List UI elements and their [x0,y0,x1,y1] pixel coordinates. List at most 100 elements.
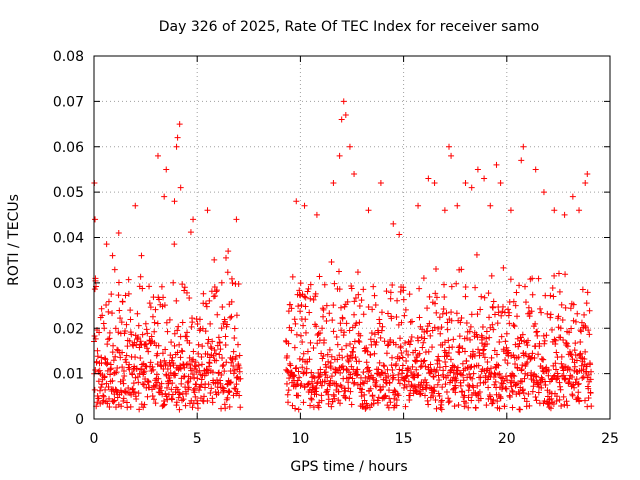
data-point [381,363,388,370]
data-point [401,312,408,319]
data-point [302,294,309,301]
data-point [161,357,168,364]
data-point [578,328,585,335]
data-point [581,397,588,404]
data-point [305,285,312,292]
data-point [198,353,205,360]
data-point [562,375,569,382]
data-point [389,366,396,373]
data-point [226,379,233,386]
data-point [194,405,201,412]
data-point [154,320,161,327]
data-point [190,356,197,363]
data-point [159,391,166,398]
data-point [285,399,292,406]
data-point [360,311,367,318]
data-point [139,381,146,388]
data-point [128,331,135,338]
data-point [465,394,472,401]
data-point [544,393,551,400]
data-point [534,332,541,339]
data-point [223,359,230,366]
data-point [396,366,403,373]
data-point [236,368,243,375]
data-point [106,395,113,402]
data-point [440,306,447,313]
data-point [477,306,484,313]
data-point [557,325,564,332]
y-axis-label: ROTI / TECUs [6,194,22,286]
data-point [231,385,238,392]
data-point [212,350,219,357]
data-point [96,387,103,394]
data-point [502,385,509,392]
data-point [529,350,536,357]
data-point [203,366,210,373]
data-point [464,335,471,342]
data-point [442,381,449,388]
data-point [541,337,548,344]
data-point [145,379,152,386]
data-point [149,313,156,320]
data-point [108,365,115,372]
data-point [366,375,373,382]
data-point [204,340,211,347]
data-point [181,284,188,291]
data-point [346,327,353,334]
data-point [557,383,564,390]
data-point [495,309,502,316]
data-point [180,396,187,403]
data-point [424,305,431,312]
data-point [225,248,232,255]
data-point [170,362,177,369]
data-point [169,380,176,387]
data-point [584,289,591,296]
data-point [433,367,440,374]
data-point [372,341,379,348]
y-tick-label: 0.08 [53,49,84,65]
data-point [391,395,398,402]
data-point [425,401,432,408]
data-point [153,371,160,378]
data-point [174,349,181,356]
data-point [470,384,477,391]
data-point [187,365,194,372]
data-point [191,374,198,381]
data-point [458,266,465,273]
data-point [181,364,188,371]
data-point [403,383,410,390]
data-point [560,337,567,344]
data-point [354,366,361,373]
data-point [216,339,223,346]
data-point [421,357,428,364]
data-point [424,328,431,335]
data-point [296,355,303,362]
data-point [470,370,477,377]
data-point [290,371,297,378]
data-point [142,320,149,327]
data-point [574,394,581,401]
data-point [312,290,319,297]
data-point [461,403,468,410]
data-point [211,284,218,291]
data-point [158,283,165,290]
data-point [370,376,377,383]
data-point [381,338,388,345]
data-point [334,356,341,363]
data-point [527,355,534,362]
data-point [174,327,181,334]
data-point [120,376,127,383]
data-point [448,317,455,324]
data-point [208,345,215,352]
data-point [544,310,551,317]
data-point [103,380,110,387]
data-point [498,333,505,340]
data-point [382,393,389,400]
data-point [93,358,100,365]
data-point [577,354,584,361]
data-point [405,365,412,372]
data-point [488,272,495,279]
data-point [235,341,242,348]
data-point [559,316,566,323]
data-point [152,306,159,313]
